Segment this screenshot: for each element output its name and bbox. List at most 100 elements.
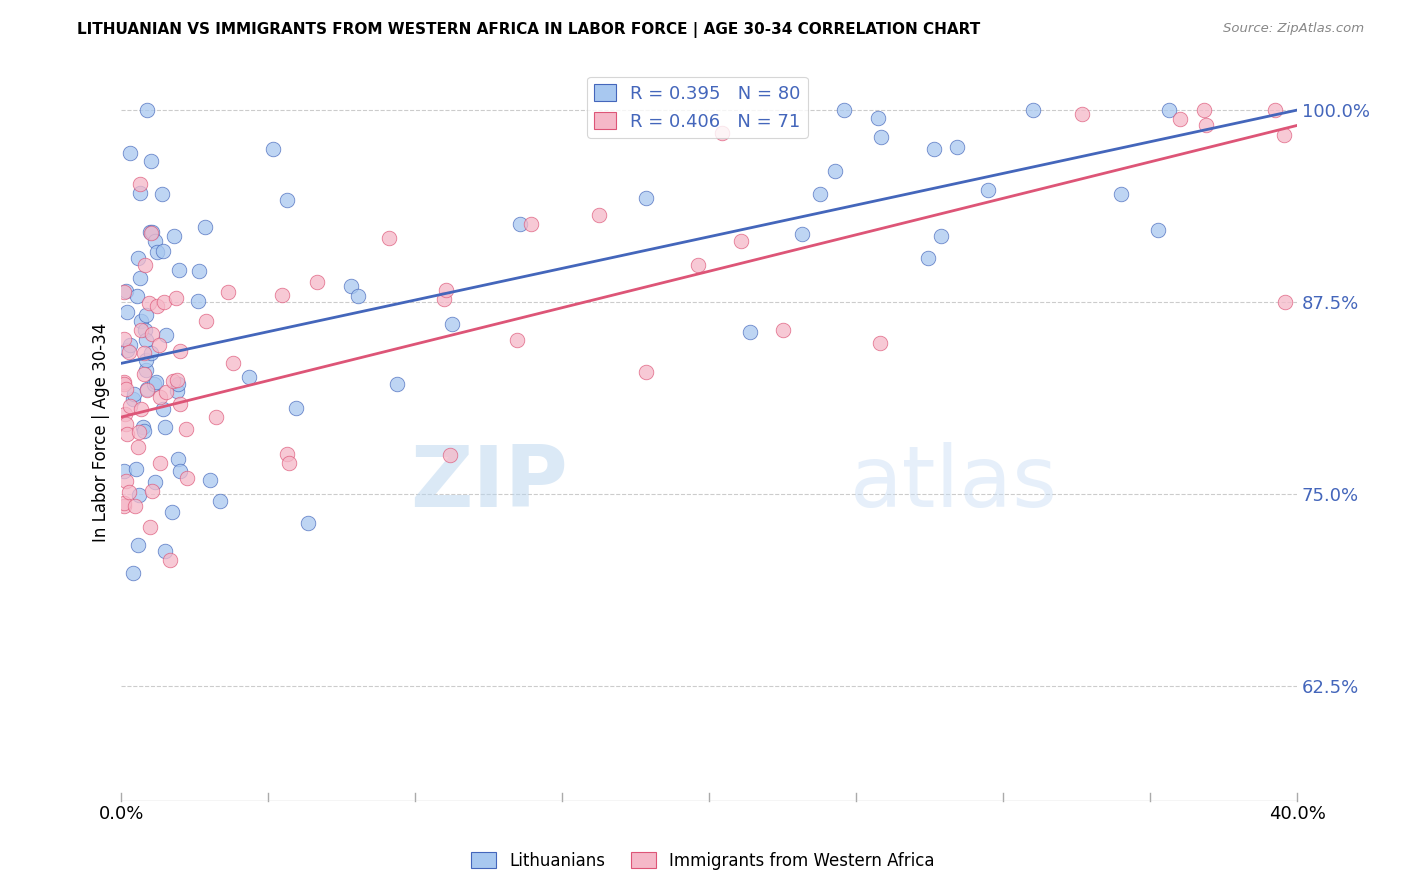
- Point: [132, 346, 155, 360]
- Point: [434, 283, 457, 297]
- Point: [929, 228, 952, 243]
- Legend: Lithuanians, Immigrants from Western Africa: Lithuanians, Immigrants from Western Afr…: [465, 846, 941, 877]
- Point: [135, 363, 157, 377]
- Point: [129, 186, 152, 201]
- Text: ZIP: ZIP: [411, 442, 568, 525]
- Point: [506, 333, 529, 347]
- Point: [218, 285, 240, 300]
- Point: [132, 367, 155, 381]
- Point: [115, 427, 138, 442]
- Point: [125, 289, 148, 303]
- Y-axis label: In Labor Force | Age 30-34: In Labor Force | Age 30-34: [93, 323, 110, 542]
- Point: [129, 177, 152, 191]
- Point: [115, 305, 138, 319]
- Point: [169, 344, 191, 359]
- Point: [134, 323, 156, 337]
- Point: [869, 130, 891, 145]
- Point: [277, 456, 299, 470]
- Point: [129, 402, 152, 417]
- Point: [238, 370, 260, 384]
- Point: [139, 154, 162, 169]
- Point: [1109, 186, 1132, 201]
- Point: [149, 390, 172, 404]
- Point: [1192, 103, 1215, 117]
- Point: [132, 425, 155, 439]
- Point: [125, 462, 148, 476]
- Point: [115, 382, 138, 396]
- Point: [135, 353, 157, 368]
- Point: [114, 285, 136, 299]
- Point: [115, 417, 138, 431]
- Point: [138, 296, 160, 310]
- Point: [271, 288, 294, 302]
- Point: [152, 401, 174, 416]
- Point: [143, 234, 166, 248]
- Point: [176, 421, 198, 435]
- Point: [169, 464, 191, 478]
- Point: [118, 485, 141, 500]
- Point: [142, 376, 165, 391]
- Point: [153, 294, 176, 309]
- Point: [128, 488, 150, 502]
- Point: [118, 400, 141, 414]
- Point: [146, 299, 169, 313]
- Point: [159, 553, 181, 567]
- Point: [115, 475, 138, 489]
- Point: [139, 226, 162, 240]
- Point: [385, 376, 408, 391]
- Point: [187, 293, 209, 308]
- Point: [155, 543, 177, 558]
- Point: [1274, 295, 1296, 310]
- Point: [634, 191, 657, 205]
- Point: [977, 183, 1000, 197]
- Point: [166, 384, 188, 398]
- Point: [143, 475, 166, 490]
- Point: [152, 244, 174, 258]
- Point: [441, 318, 464, 332]
- Point: [1168, 112, 1191, 127]
- Point: [114, 407, 136, 421]
- Point: [121, 392, 143, 406]
- Point: [128, 425, 150, 439]
- Point: [112, 332, 135, 346]
- Point: [922, 142, 945, 156]
- Point: [135, 308, 157, 322]
- Point: [198, 473, 221, 487]
- Point: [120, 146, 142, 161]
- Point: [155, 384, 177, 399]
- Point: [205, 410, 228, 425]
- Point: [149, 456, 172, 470]
- Point: [710, 126, 733, 140]
- Point: [129, 271, 152, 285]
- Point: [176, 471, 198, 485]
- Point: [112, 464, 135, 478]
- Point: [112, 377, 135, 392]
- Point: [136, 383, 159, 397]
- Point: [588, 208, 610, 222]
- Point: [135, 382, 157, 396]
- Point: [129, 314, 152, 328]
- Point: [141, 326, 163, 341]
- Point: [433, 292, 456, 306]
- Point: [1264, 103, 1286, 117]
- Point: [153, 420, 176, 434]
- Point: [141, 346, 163, 360]
- Text: atlas: atlas: [851, 442, 1059, 525]
- Point: [112, 375, 135, 389]
- Point: [162, 505, 184, 519]
- Point: [112, 499, 135, 513]
- Point: [138, 520, 160, 534]
- Point: [222, 356, 245, 370]
- Point: [917, 251, 939, 265]
- Point: [169, 397, 191, 411]
- Point: [167, 451, 190, 466]
- Point: [139, 225, 162, 239]
- Point: [297, 516, 319, 531]
- Point: [166, 373, 188, 387]
- Point: [162, 374, 184, 388]
- Point: [946, 140, 969, 154]
- Point: [112, 496, 135, 510]
- Point: [145, 376, 167, 390]
- Text: Source: ZipAtlas.com: Source: ZipAtlas.com: [1223, 22, 1364, 36]
- Point: [1022, 103, 1045, 117]
